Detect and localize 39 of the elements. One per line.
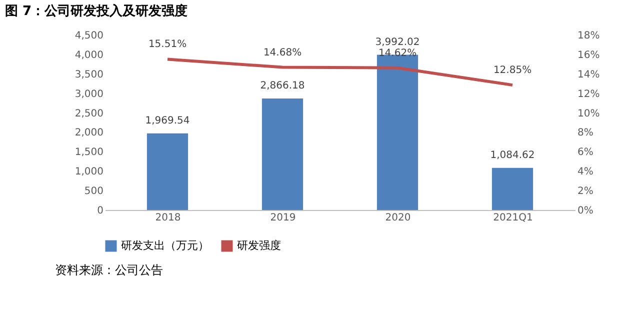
y-tick-label: 3,000 — [74, 88, 104, 100]
y-tick-label: 2,500 — [74, 108, 104, 120]
bar — [492, 168, 534, 210]
x-tick-label: 2021Q1 — [493, 212, 533, 224]
y2-tick-label: 2% — [578, 186, 594, 198]
y-tick-label: 4,000 — [74, 50, 104, 61]
data-label: 15.51% — [148, 39, 187, 50]
bar — [262, 98, 304, 210]
x-tick-label: 2020 — [385, 212, 411, 224]
y-tick-label: 500 — [84, 186, 104, 198]
y2-tick-label: 6% — [578, 147, 594, 158]
y2-tick-label: 12% — [578, 88, 600, 100]
bar — [146, 133, 188, 210]
y-tick-label: 1,500 — [74, 147, 104, 158]
data-label: 12.85% — [493, 65, 532, 76]
data-label: 3,992.02 — [375, 36, 420, 48]
legend-label: 研发支出（万元） — [121, 239, 209, 252]
bar — [376, 54, 418, 210]
y-tick-label: 1,000 — [74, 166, 104, 178]
y-tick-label: 3,500 — [74, 69, 104, 80]
y2-tick-label: 4% — [578, 166, 594, 178]
y-tick-label: 0 — [97, 206, 104, 216]
legend-label: 研发强度 — [237, 239, 281, 252]
y2-tick-label: 0% — [578, 206, 594, 216]
data-label: 2,866.18 — [260, 80, 305, 92]
text: 资料来源：公司公告 — [55, 263, 163, 277]
y2-tick-label: 8% — [578, 128, 594, 139]
x-tick-label: 2019 — [270, 212, 296, 224]
data-label: 1,084.62 — [490, 150, 535, 161]
y-tick-label: 2,000 — [74, 128, 104, 139]
y2-tick-label: 14% — [578, 69, 600, 80]
chart-title: 图 7：公司研发投入及研发强度 — [5, 3, 188, 19]
y-tick-label: 4,500 — [74, 30, 104, 42]
data-label: 14.68% — [263, 47, 302, 58]
data-label: 1,969.54 — [145, 115, 190, 126]
x-tick-label: 2018 — [155, 212, 181, 224]
y2-tick-label: 10% — [578, 108, 600, 120]
y2-tick-label: 16% — [578, 50, 600, 61]
y2-tick-label: 18% — [578, 30, 600, 42]
